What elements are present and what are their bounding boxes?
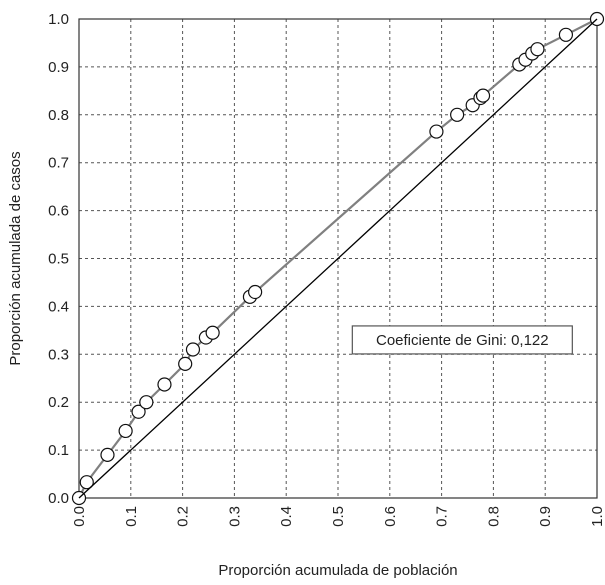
data-point: [178, 356, 193, 371]
x-tick-label: 1.0: [589, 506, 605, 527]
data-point: [100, 447, 115, 462]
data-point: [450, 107, 465, 122]
data-point: [185, 342, 201, 357]
data-point: [79, 475, 94, 490]
x-axis-title: Proporción acumulada de población: [218, 562, 457, 579]
x-tick-label: 0.3: [226, 506, 243, 527]
x-tick-label: 0.9: [537, 506, 554, 527]
y-tick-label: 0.7: [48, 155, 69, 172]
tick-labels: 0.0 0.1 0.2 0.3 0.4 0.5 0.6 0.7 0.8 0.9 1.0 0.0 0.1 0…: [48, 11, 605, 527]
x-tick-label: 0.4: [278, 506, 295, 527]
x-tick-label: 0.7: [434, 506, 451, 527]
y-tick-label: 1.0: [48, 11, 69, 28]
annotations: Coeficiente de Gini: 0,122: [351, 325, 573, 355]
gini-annotation-text: Coeficiente de Gini: 0,122: [376, 332, 549, 349]
y-tick-label: 0.4: [48, 298, 69, 315]
series: [71, 11, 605, 506]
data-point: [139, 395, 154, 410]
x-tick-label: 0.1: [123, 506, 140, 527]
data-point: [475, 88, 491, 103]
data-point: [205, 325, 220, 340]
x-tick-label: 0.8: [485, 506, 502, 527]
data-point: [429, 124, 444, 139]
y-tick-label: 0.5: [48, 251, 69, 268]
x-tick-label: 0.0: [71, 506, 88, 527]
data-point: [558, 27, 574, 42]
data-point: [248, 284, 263, 300]
plot-frame: [78, 18, 598, 499]
y-tick-label: 0.9: [48, 59, 69, 76]
axes: [78, 18, 598, 499]
gini-annotation-box: [351, 325, 573, 355]
equality-line: [78, 18, 598, 499]
y-tick-label: 0.0: [48, 490, 69, 507]
x-tick-label: 0.2: [175, 506, 192, 527]
y-tick-label: 0.2: [48, 394, 69, 411]
y-tick-label: 0.6: [48, 203, 69, 220]
y-tick-label: 0.1: [48, 442, 69, 459]
data-point: [530, 42, 545, 57]
data-point: [157, 377, 172, 392]
x-tick-label: 0.6: [382, 506, 399, 527]
x-tick-label: 0.5: [330, 506, 347, 527]
data-point: [118, 423, 133, 439]
y-axis-title: Proporción acumulada de casos: [7, 151, 24, 365]
data-point: [131, 404, 146, 419]
y-tick-label: 0.3: [48, 346, 69, 363]
y-tick-label: 0.8: [48, 107, 69, 124]
